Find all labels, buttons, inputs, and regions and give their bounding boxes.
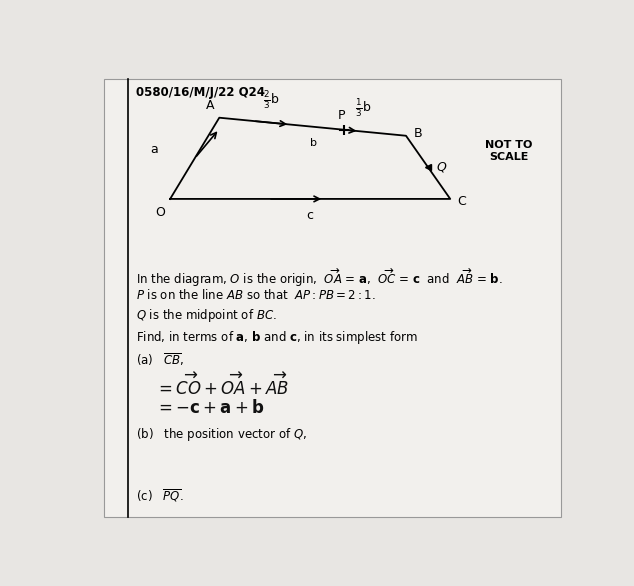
Text: Find, in terms of $\mathbf{a}$, $\mathbf{b}$ and $\mathbf{c}$, in its simplest f: Find, in terms of $\mathbf{a}$, $\mathbf… [136,329,418,346]
Text: C: C [458,195,467,207]
Text: A: A [206,99,214,113]
Text: In the diagram, $O$ is the origin,  $\overrightarrow{OA}$ = $\mathbf{a}$,  $\ove: In the diagram, $O$ is the origin, $\ove… [136,267,502,289]
Text: a: a [150,143,158,156]
Text: (c)   $\overline{PQ}$.: (c) $\overline{PQ}$. [136,488,183,504]
Text: c: c [307,209,314,222]
Text: $= \overrightarrow{CO} + \overrightarrow{OA} + \overrightarrow{AB}$: $= \overrightarrow{CO} + \overrightarrow… [155,373,290,400]
Text: $= {-}\mathbf{c} + \mathbf{a} + \mathbf{b}$: $= {-}\mathbf{c} + \mathbf{a} + \mathbf{… [155,399,265,417]
Text: O: O [155,206,165,219]
Text: $P$ is on the line $AB$ so that  $AP : PB = 2 : 1$.: $P$ is on the line $AB$ so that $AP : PB… [136,288,375,302]
Text: B: B [413,127,422,140]
FancyBboxPatch shape [104,79,561,517]
Text: NOT TO
SCALE: NOT TO SCALE [486,140,533,162]
Text: Q: Q [437,161,447,174]
Text: P: P [337,108,345,122]
Text: $\frac{2}{3}$b: $\frac{2}{3}$b [262,89,279,111]
Text: 0580/16/M/J/22 Q24: 0580/16/M/J/22 Q24 [136,86,265,99]
Text: (a)   $\overline{CB}$,: (a) $\overline{CB}$, [136,352,184,369]
Text: $Q$ is the midpoint of $BC$.: $Q$ is the midpoint of $BC$. [136,307,276,324]
Text: (b)   the position vector of $Q$,: (b) the position vector of $Q$, [136,426,307,443]
Text: $\frac{1}{3}$b: $\frac{1}{3}$b [355,97,371,120]
Text: b: b [311,138,318,148]
